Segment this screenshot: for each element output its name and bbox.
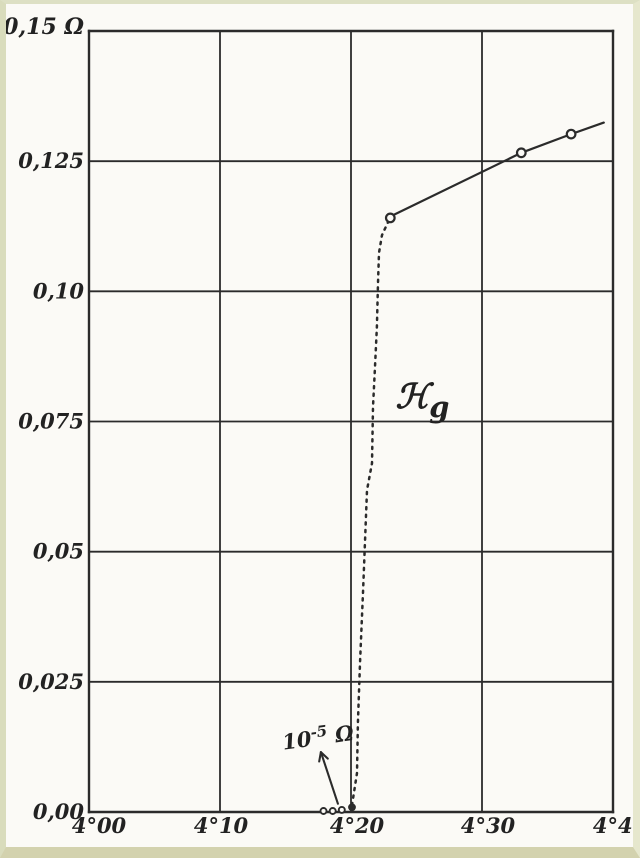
annotation-arrow — [319, 751, 339, 805]
x-tick-label: 4°30 — [461, 813, 516, 838]
superconducting-point — [319, 807, 328, 815]
annotation-arrowhead — [318, 751, 329, 763]
y-tick-label: 0,15 Ω — [3, 14, 84, 40]
resistance-limit-label: 10-5 Ω — [280, 718, 355, 755]
superconducting-point — [328, 807, 337, 815]
x-tick-label: 4°00 — [72, 813, 127, 838]
superconducting-point — [337, 805, 346, 814]
y-tick-label: 0,00 — [33, 799, 85, 824]
data-point-circle — [384, 212, 396, 224]
normal-branch-line — [391, 121, 605, 217]
x-tick-label: 4°40 — [593, 813, 640, 838]
y-tick-label: 0,075 — [18, 409, 84, 434]
y-tick-label: 0,05 — [33, 539, 84, 564]
x-tick-label: 4°20 — [330, 813, 385, 838]
x-tick-label: 4°10 — [194, 813, 249, 838]
data-point-circle — [515, 147, 527, 159]
y-tick-label: 0,025 — [18, 669, 84, 694]
data-point-circle — [565, 128, 577, 140]
y-tick-label: 0,125 — [18, 148, 84, 173]
hg-label: ℋg — [396, 377, 450, 424]
y-tick-label: 0,10 — [33, 278, 85, 303]
transition-dotted-curve — [350, 216, 392, 807]
transition-foot-point — [348, 803, 356, 812]
